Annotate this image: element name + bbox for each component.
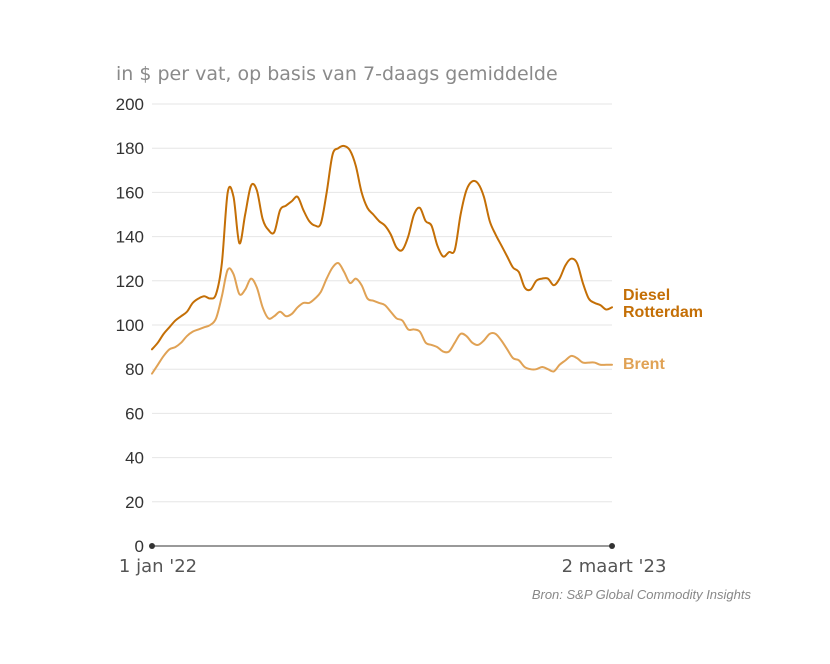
diesel-label-line1: Diesel — [623, 287, 670, 304]
series-line-brent — [151, 262, 613, 375]
y-tick-label: 160 — [116, 183, 144, 202]
x-tick-label-start: 1 jan '22 — [119, 556, 197, 577]
y-tick-label: 40 — [125, 449, 144, 468]
x-tick-label-end: 2 maart '23 — [562, 556, 667, 577]
y-tick-label: 200 — [116, 95, 144, 114]
x-axis-start-dot — [149, 543, 155, 549]
y-tick-label: 0 — [135, 537, 144, 556]
y-tick-label: 120 — [116, 272, 144, 291]
series-line-diesel-rotterdam — [151, 144, 613, 351]
y-tick-label: 100 — [116, 316, 144, 335]
series-lines — [151, 144, 613, 375]
y-tick-label: 140 — [116, 228, 144, 247]
brent-label: Brent — [623, 356, 665, 373]
chart-subtitle: in $ per vat, op basis van 7-daags gemid… — [116, 63, 558, 85]
x-axis-end-dot — [609, 543, 615, 549]
diesel-label-line2: Rotterdam — [623, 304, 703, 321]
source-note: Bron: S&P Global Commodity Insights — [532, 587, 752, 602]
y-tick-label: 80 — [125, 360, 144, 379]
y-tick-label: 180 — [116, 139, 144, 158]
y-tick-label: 60 — [125, 404, 144, 423]
y-tick-label: 20 — [125, 493, 144, 512]
grid — [152, 103, 612, 503]
y-axis-ticks: 0 20 40 60 80 100 120 140 160 180 200 — [116, 95, 144, 556]
